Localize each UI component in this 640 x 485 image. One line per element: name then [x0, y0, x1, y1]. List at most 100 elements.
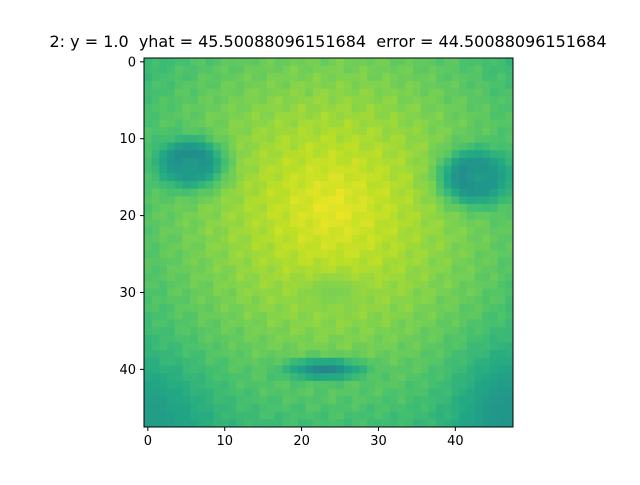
heatmap-cell: [220, 96, 229, 105]
heatmap-cell: [197, 311, 206, 320]
heatmap-cell: [443, 211, 452, 220]
heatmap-cell: [374, 273, 383, 282]
heatmap-cell: [328, 119, 337, 128]
heatmap-cell: [374, 350, 383, 359]
heatmap-cell: [167, 111, 176, 120]
heatmap-cell: [282, 227, 291, 236]
heatmap-cell: [351, 204, 360, 213]
heatmap-cell: [459, 273, 468, 282]
heatmap-cell: [497, 265, 506, 274]
heatmap-cell: [274, 188, 283, 197]
heatmap-cell: [159, 380, 168, 389]
heatmap-cell: [274, 65, 283, 74]
heatmap-cell: [236, 373, 245, 382]
heatmap-cell: [382, 88, 391, 97]
heatmap-cell: [144, 388, 153, 397]
heatmap-cell: [144, 288, 153, 297]
heatmap-cell: [382, 319, 391, 328]
heatmap-cell: [174, 380, 183, 389]
heatmap-cell: [351, 104, 360, 113]
heatmap-cell: [297, 388, 306, 397]
heatmap-cell: [151, 73, 160, 82]
heatmap-cell: [374, 411, 383, 420]
heatmap-cell: [236, 58, 245, 67]
heatmap-cell: [482, 165, 491, 174]
heatmap-cell: [428, 142, 437, 151]
heatmap-cell: [144, 88, 153, 97]
heatmap-cell: [382, 388, 391, 397]
heatmap-cell: [420, 142, 429, 151]
heatmap-cell: [251, 134, 260, 143]
heatmap-cell: [290, 319, 299, 328]
heatmap-cell: [405, 142, 414, 151]
heatmap-cell: [274, 58, 283, 67]
heatmap-cell: [151, 88, 160, 97]
heatmap-cell: [405, 81, 414, 90]
heatmap-cell: [351, 304, 360, 313]
heatmap-cell: [305, 134, 314, 143]
heatmap-cell: [167, 65, 176, 74]
heatmap-cell: [251, 104, 260, 113]
heatmap-cell: [251, 396, 260, 405]
heatmap-cell: [167, 150, 176, 159]
heatmap-cell: [459, 104, 468, 113]
heatmap-cell: [390, 357, 399, 366]
heatmap-cell: [382, 411, 391, 420]
heatmap-cell: [428, 365, 437, 374]
heatmap-cell: [151, 311, 160, 320]
heatmap-cell: [243, 88, 253, 97]
heatmap-cell: [382, 380, 391, 389]
heatmap-cell: [474, 111, 483, 120]
heatmap-cell: [466, 134, 475, 143]
heatmap-cell: [497, 181, 506, 190]
heatmap-cell: [428, 104, 437, 113]
heatmap-cell: [251, 380, 260, 389]
heatmap-cell: [167, 403, 176, 413]
heatmap-cell: [497, 65, 506, 74]
heatmap-cell: [336, 373, 345, 382]
heatmap-cell: [159, 388, 168, 397]
heatmap-cell: [243, 334, 253, 343]
heatmap-cell: [359, 204, 368, 213]
heatmap-cell: [443, 257, 452, 266]
heatmap-cell: [466, 104, 475, 113]
heatmap-cell: [190, 396, 199, 405]
heatmap-cell: [459, 388, 468, 397]
heatmap-cell: [197, 304, 206, 313]
heatmap-cell: [297, 396, 306, 405]
heatmap-cell: [451, 219, 460, 228]
heatmap-cell: [420, 73, 429, 82]
heatmap-cell: [205, 373, 214, 382]
heatmap-cell: [466, 288, 475, 297]
heatmap-cell: [259, 73, 268, 82]
heatmap-cell: [405, 119, 414, 128]
heatmap-cell: [466, 419, 475, 428]
heatmap-cell: [159, 419, 168, 428]
heatmap-cell: [351, 119, 360, 128]
heatmap-cell: [489, 96, 499, 105]
heatmap-cell: [328, 111, 337, 120]
heatmap-cell: [305, 350, 314, 359]
heatmap-cell: [328, 373, 337, 382]
heatmap-cell: [167, 134, 176, 143]
heatmap-cell: [328, 73, 337, 82]
heatmap-cell: [205, 250, 214, 259]
heatmap-cell: [451, 411, 460, 420]
heatmap-cell: [328, 227, 337, 236]
heatmap-cell: [474, 211, 483, 220]
heatmap-cell: [436, 219, 445, 228]
heatmap-cell: [174, 350, 183, 359]
heatmap-cell: [236, 304, 245, 313]
heatmap-cell: [390, 403, 399, 413]
heatmap-cell: [359, 365, 368, 374]
heatmap-cell: [144, 173, 153, 182]
heatmap-cell: [174, 211, 183, 220]
heatmap-cell: [267, 58, 276, 67]
heatmap-cell: [167, 365, 176, 374]
heatmap-cell: [190, 173, 199, 182]
heatmap-cell: [236, 134, 245, 143]
heatmap-cell: [359, 65, 368, 74]
heatmap-cell: [366, 119, 376, 128]
heatmap-cell: [174, 73, 183, 82]
heatmap-cell: [220, 296, 229, 305]
